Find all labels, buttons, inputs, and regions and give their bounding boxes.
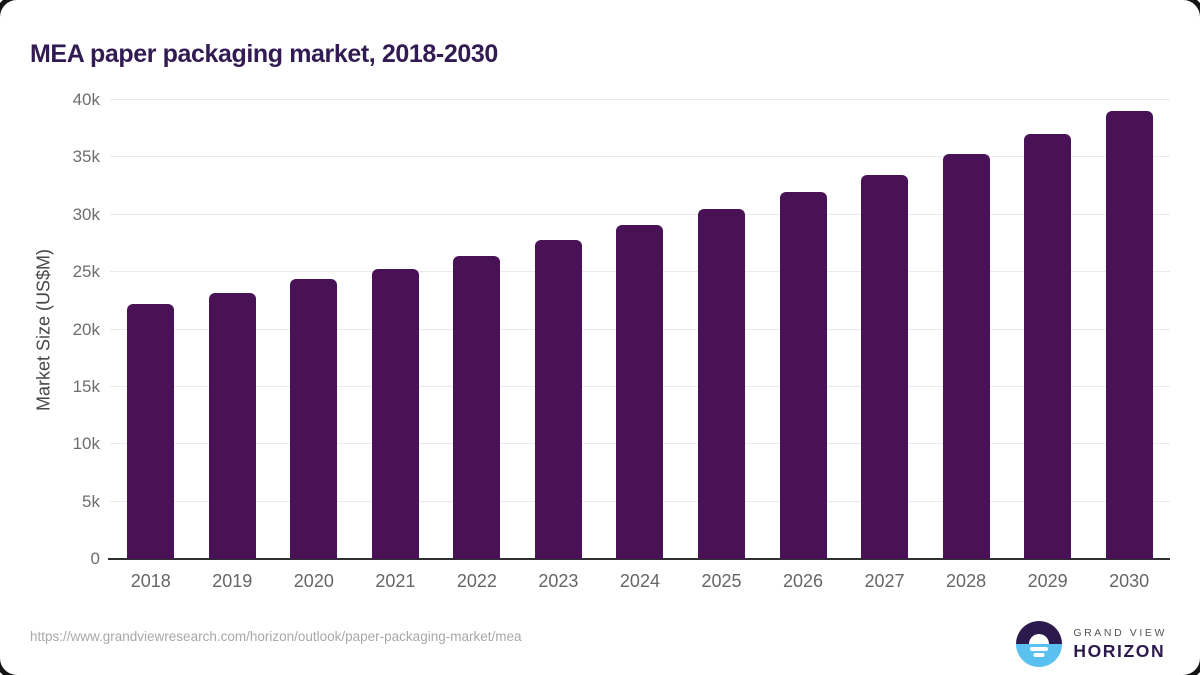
x-tick-label-2021: 2021 [375, 571, 416, 591]
bar-cell-2026 [762, 100, 844, 559]
gridline-30000 [110, 213, 1170, 215]
grand-view-horizon-logo: GRAND VIEW HORIZON [1016, 620, 1167, 668]
bar-2018[interactable] [127, 304, 175, 559]
bar-2030[interactable] [1105, 111, 1153, 559]
x-tick-label-2025: 2025 [701, 571, 742, 591]
bar-2026[interactable] [779, 191, 827, 559]
bar-cell-2022 [436, 100, 518, 559]
y-tick-label: 30k [72, 204, 100, 224]
x-tick-label-2022: 2022 [456, 571, 497, 591]
x-axis-tick-labels: 2018 2019 2020 2021 2022 2023 2024 2025 2026 2027… [110, 571, 1170, 592]
bar-2029[interactable] [1024, 134, 1072, 559]
bar-2028[interactable] [942, 153, 990, 559]
gridline-40000 [110, 99, 1170, 100]
x-tick-label-2030: 2030 [1109, 571, 1150, 591]
source-url: https://www.grandviewresearch.com/horizo… [30, 629, 522, 644]
bar-cell-2019 [192, 100, 274, 559]
bar-cell-2025 [681, 100, 763, 559]
y-tick-label: 0 [90, 549, 100, 568]
bar-cell-2030 [1088, 100, 1170, 559]
bar-2024[interactable] [616, 225, 664, 559]
bar-cell-2024 [599, 100, 681, 559]
gridline-35000 [110, 156, 1170, 158]
x-tick-label-2029: 2029 [1027, 571, 1068, 591]
x-tick-label-2026: 2026 [782, 571, 824, 591]
x-tick-label-2023: 2023 [538, 571, 579, 591]
bar-2027[interactable] [861, 174, 909, 559]
bars-layer [110, 100, 1170, 559]
y-tick-label: 5k [82, 491, 100, 511]
y-tick-label: 20k [72, 319, 100, 339]
logo-bottom-text: HORIZON [1073, 640, 1166, 661]
bar-cell-2021 [355, 100, 437, 559]
x-tick-label-2020: 2020 [293, 571, 334, 591]
x-tick-label-2027: 2027 [864, 571, 905, 591]
horizon-sun-icon [1016, 621, 1063, 667]
x-tick-label-2018: 2018 [130, 571, 171, 591]
bar-2025[interactable] [697, 209, 745, 559]
y-tick-label: 25k [72, 262, 100, 282]
x-tick-label-2028: 2028 [946, 571, 987, 591]
bar-cell-2023 [518, 100, 600, 559]
bar-2020[interactable] [290, 279, 338, 559]
y-tick-label: 15k [72, 376, 100, 396]
y-axis-tick-labels: 0 5k 10k 15k 20k 25k 30k 35k 40k [50, 90, 100, 568]
bar-cell-2029 [1007, 100, 1089, 559]
bar-cell-2027 [844, 100, 926, 559]
logo-text: GRAND VIEW HORIZON [1073, 627, 1167, 662]
bar-2019[interactable] [208, 292, 256, 559]
y-tick-label: 10k [72, 434, 100, 454]
logo-top-text: GRAND VIEW [1073, 626, 1167, 639]
page-title: MEA paper packaging market, 2018-2030 [30, 39, 498, 68]
bar-2023[interactable] [534, 240, 582, 559]
plot-area [108, 99, 1170, 560]
x-tick-label-2019: 2019 [212, 571, 253, 591]
y-tick-label: 35k [72, 147, 100, 167]
y-tick-label: 40k [72, 90, 100, 109]
bar-2022[interactable] [453, 256, 501, 559]
bar-cell-2018 [110, 100, 192, 559]
bar-cell-2028 [925, 100, 1007, 559]
bar-2021[interactable] [371, 268, 419, 559]
x-tick-label-2024: 2024 [619, 571, 660, 591]
x-axis-line [108, 558, 1170, 560]
bar-cell-2020 [273, 100, 355, 559]
